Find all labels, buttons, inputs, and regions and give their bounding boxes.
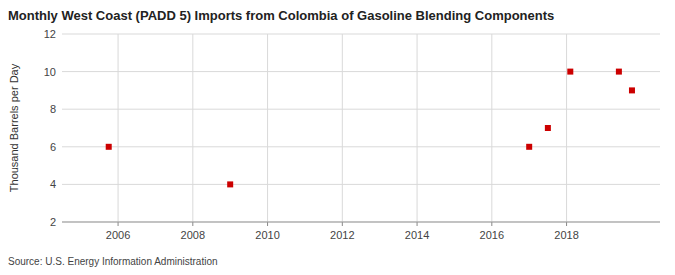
x-grid-line	[267, 34, 268, 222]
source-note: Source: U.S. Energy Information Administ…	[8, 256, 218, 267]
point	[567, 69, 573, 75]
y-tick-label: 6	[50, 141, 56, 153]
point	[616, 69, 622, 75]
point	[106, 144, 112, 150]
x-tick-mark	[566, 222, 567, 226]
x-tick-mark	[192, 222, 193, 226]
x-tick-label: 2010	[255, 229, 279, 241]
x-grid-line	[417, 34, 418, 222]
x-tick-label: 2014	[405, 229, 429, 241]
title: Monthly West Coast (PADD 5) Imports from…	[8, 8, 554, 23]
x-tick-mark	[342, 222, 343, 226]
x-grid-line	[566, 34, 567, 222]
x-tick-mark	[417, 222, 418, 226]
x-tick-mark	[491, 222, 492, 226]
points	[106, 69, 635, 188]
y-grid-line	[62, 184, 660, 185]
x-tick-label: 2006	[106, 229, 130, 241]
y-tick-label: 10	[44, 66, 56, 78]
y-tick-label: 4	[50, 178, 56, 190]
plot-area	[62, 34, 660, 222]
y-grid-line	[62, 34, 660, 35]
y-grid-line	[62, 146, 660, 147]
x-tick-label: 2012	[330, 229, 354, 241]
x-grid-line	[491, 34, 492, 222]
y-grid-line	[62, 109, 660, 110]
point	[526, 144, 532, 150]
x-tick-mark	[267, 222, 268, 226]
x-grid-line	[118, 34, 119, 222]
y-tick-label: 12	[44, 28, 56, 40]
point	[227, 181, 233, 187]
x-tick-label: 2008	[181, 229, 205, 241]
x-tick-label: 2016	[480, 229, 504, 241]
y-axis-label: Thousand Barrels per Day	[8, 63, 20, 192]
x-tick-label: 2018	[554, 229, 578, 241]
y-grid-line	[62, 222, 660, 223]
x-grid-line	[192, 34, 193, 222]
point	[629, 87, 635, 93]
y-tick-label: 8	[50, 103, 56, 115]
x-tick-mark	[118, 222, 119, 226]
x-axis-line	[62, 222, 660, 223]
point	[545, 125, 551, 131]
chart: 2 4 6 8 10 12 2006 2008 2010 2012 2014 2016 2018 Thou…	[0, 0, 675, 275]
y-tick-label: 2	[50, 216, 56, 228]
x-grid-line	[342, 34, 343, 222]
